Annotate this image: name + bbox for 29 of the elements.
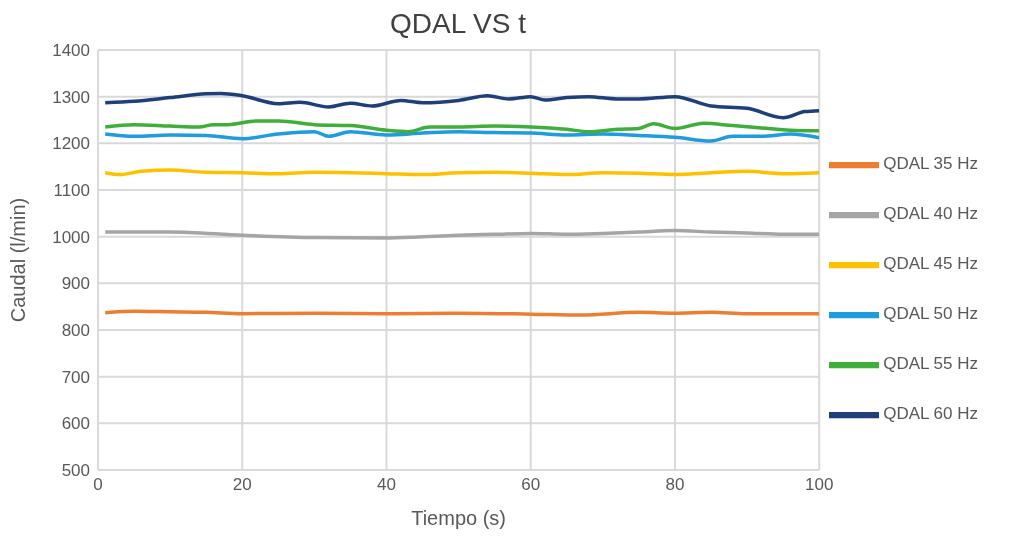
x-tick-label: 40 — [377, 475, 396, 495]
y-tick-label: 1200 — [52, 134, 90, 154]
y-tick-label: 1300 — [52, 87, 90, 107]
line-series — [103, 129, 820, 143]
x-tick-label: 60 — [521, 475, 541, 495]
x-tick-label: 20 — [232, 475, 252, 495]
line-series — [103, 119, 820, 134]
y-tick-label: 1100 — [53, 181, 90, 201]
y-tick-label: 900 — [61, 274, 90, 294]
y-tick-label: 500 — [61, 461, 90, 481]
x-tick-label: 0 — [93, 475, 103, 495]
y-tick-label: 1000 — [52, 227, 90, 247]
y-axis-title: Caudal (l/min) — [7, 197, 30, 323]
legend-label: QDAL 60 Hz — [883, 404, 978, 424]
line-series — [103, 228, 820, 240]
y-tick-label: 700 — [61, 367, 90, 387]
x-tick-label: 100 — [805, 475, 834, 495]
y-tick-label: 1400 — [52, 41, 90, 61]
x-axis-title: Tiempo (s) — [411, 507, 507, 529]
y-tick-label: 800 — [61, 321, 90, 341]
chart-title: QDAL VS t — [389, 8, 527, 40]
legend-label: QDAL 45 Hz — [883, 254, 978, 274]
x-tick-label: 80 — [665, 475, 685, 495]
legend-label: QDAL 50 Hz — [883, 304, 978, 324]
y-tick-label: 600 — [61, 414, 90, 434]
legend-label: QDAL 40 Hz — [883, 204, 978, 224]
legend-label: QDAL 55 Hz — [883, 354, 978, 374]
line-series — [103, 91, 820, 120]
legend-label: QDAL 35 Hz — [883, 154, 978, 174]
